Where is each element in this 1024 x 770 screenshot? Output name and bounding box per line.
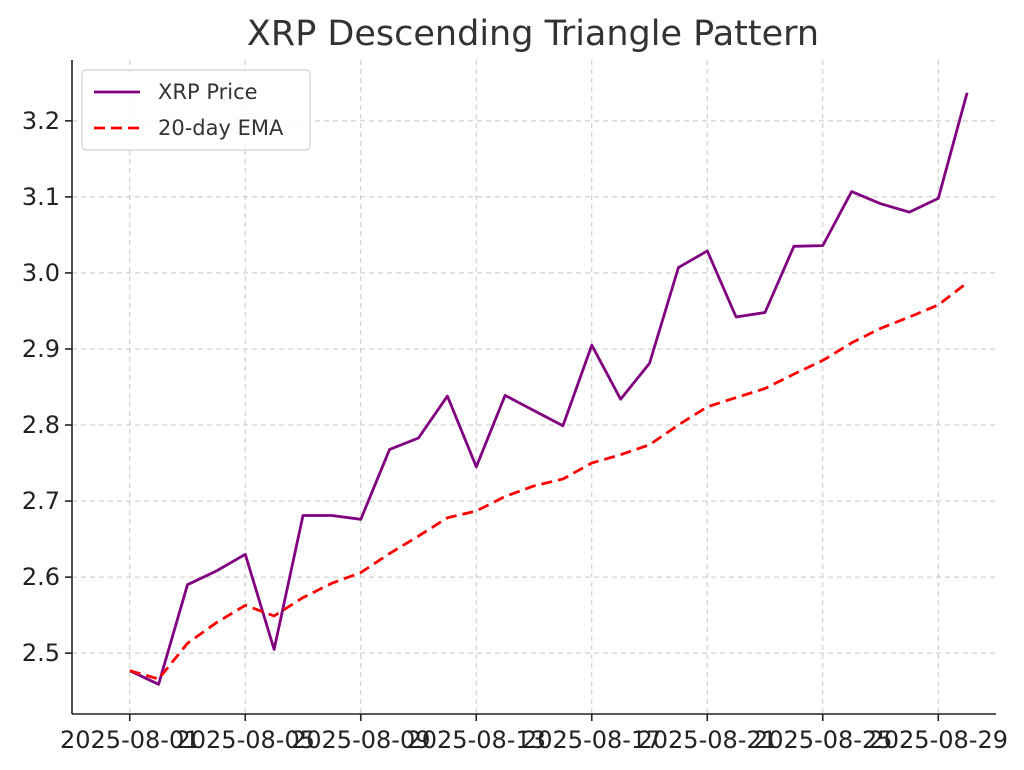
y-tick-label: 2.7	[22, 487, 60, 515]
axes	[71, 60, 996, 715]
x-axis-ticks: 2025-08-012025-08-052025-08-092025-08-13…	[60, 714, 1008, 754]
x-tick-label: 2025-08-17	[522, 726, 661, 754]
y-axis-ticks: 2.5 2.6 2.7 2.8 2.9 3.0 3.1 3.2	[22, 107, 72, 667]
y-tick-label: 3.2	[22, 107, 60, 135]
legend-label: XRP Price	[158, 80, 258, 104]
y-tick-label: 3.1	[22, 183, 60, 211]
x-tick-label: 2025-08-09	[291, 726, 430, 754]
y-tick-label: 2.6	[22, 563, 60, 591]
x-tick-label: 2025-08-05	[176, 726, 315, 754]
series-layer	[129, 92, 969, 686]
series-line-xrp-price	[129, 92, 969, 686]
legend-box	[81, 69, 311, 151]
y-tick-label: 2.5	[22, 639, 60, 667]
y-tick-label: 2.8	[22, 411, 60, 439]
x-tick-label: 2025-08-21	[638, 726, 777, 754]
series-line-ema-20	[129, 281, 968, 681]
x-tick-label: 2025-08-29	[869, 726, 1008, 754]
x-tick-label: 2025-08-25	[753, 726, 892, 754]
legend: XRP Price 20-day EMA	[81, 69, 311, 151]
legend-label: 20-day EMA	[158, 116, 284, 140]
y-tick-label: 3.0	[22, 259, 60, 287]
y-tick-label: 2.9	[22, 335, 60, 363]
x-tick-label: 2025-08-01	[60, 726, 199, 754]
chart-title: XRP Descending Triangle Pattern	[247, 14, 819, 54]
grid	[72, 60, 996, 714]
x-tick-label: 2025-08-13	[407, 726, 546, 754]
